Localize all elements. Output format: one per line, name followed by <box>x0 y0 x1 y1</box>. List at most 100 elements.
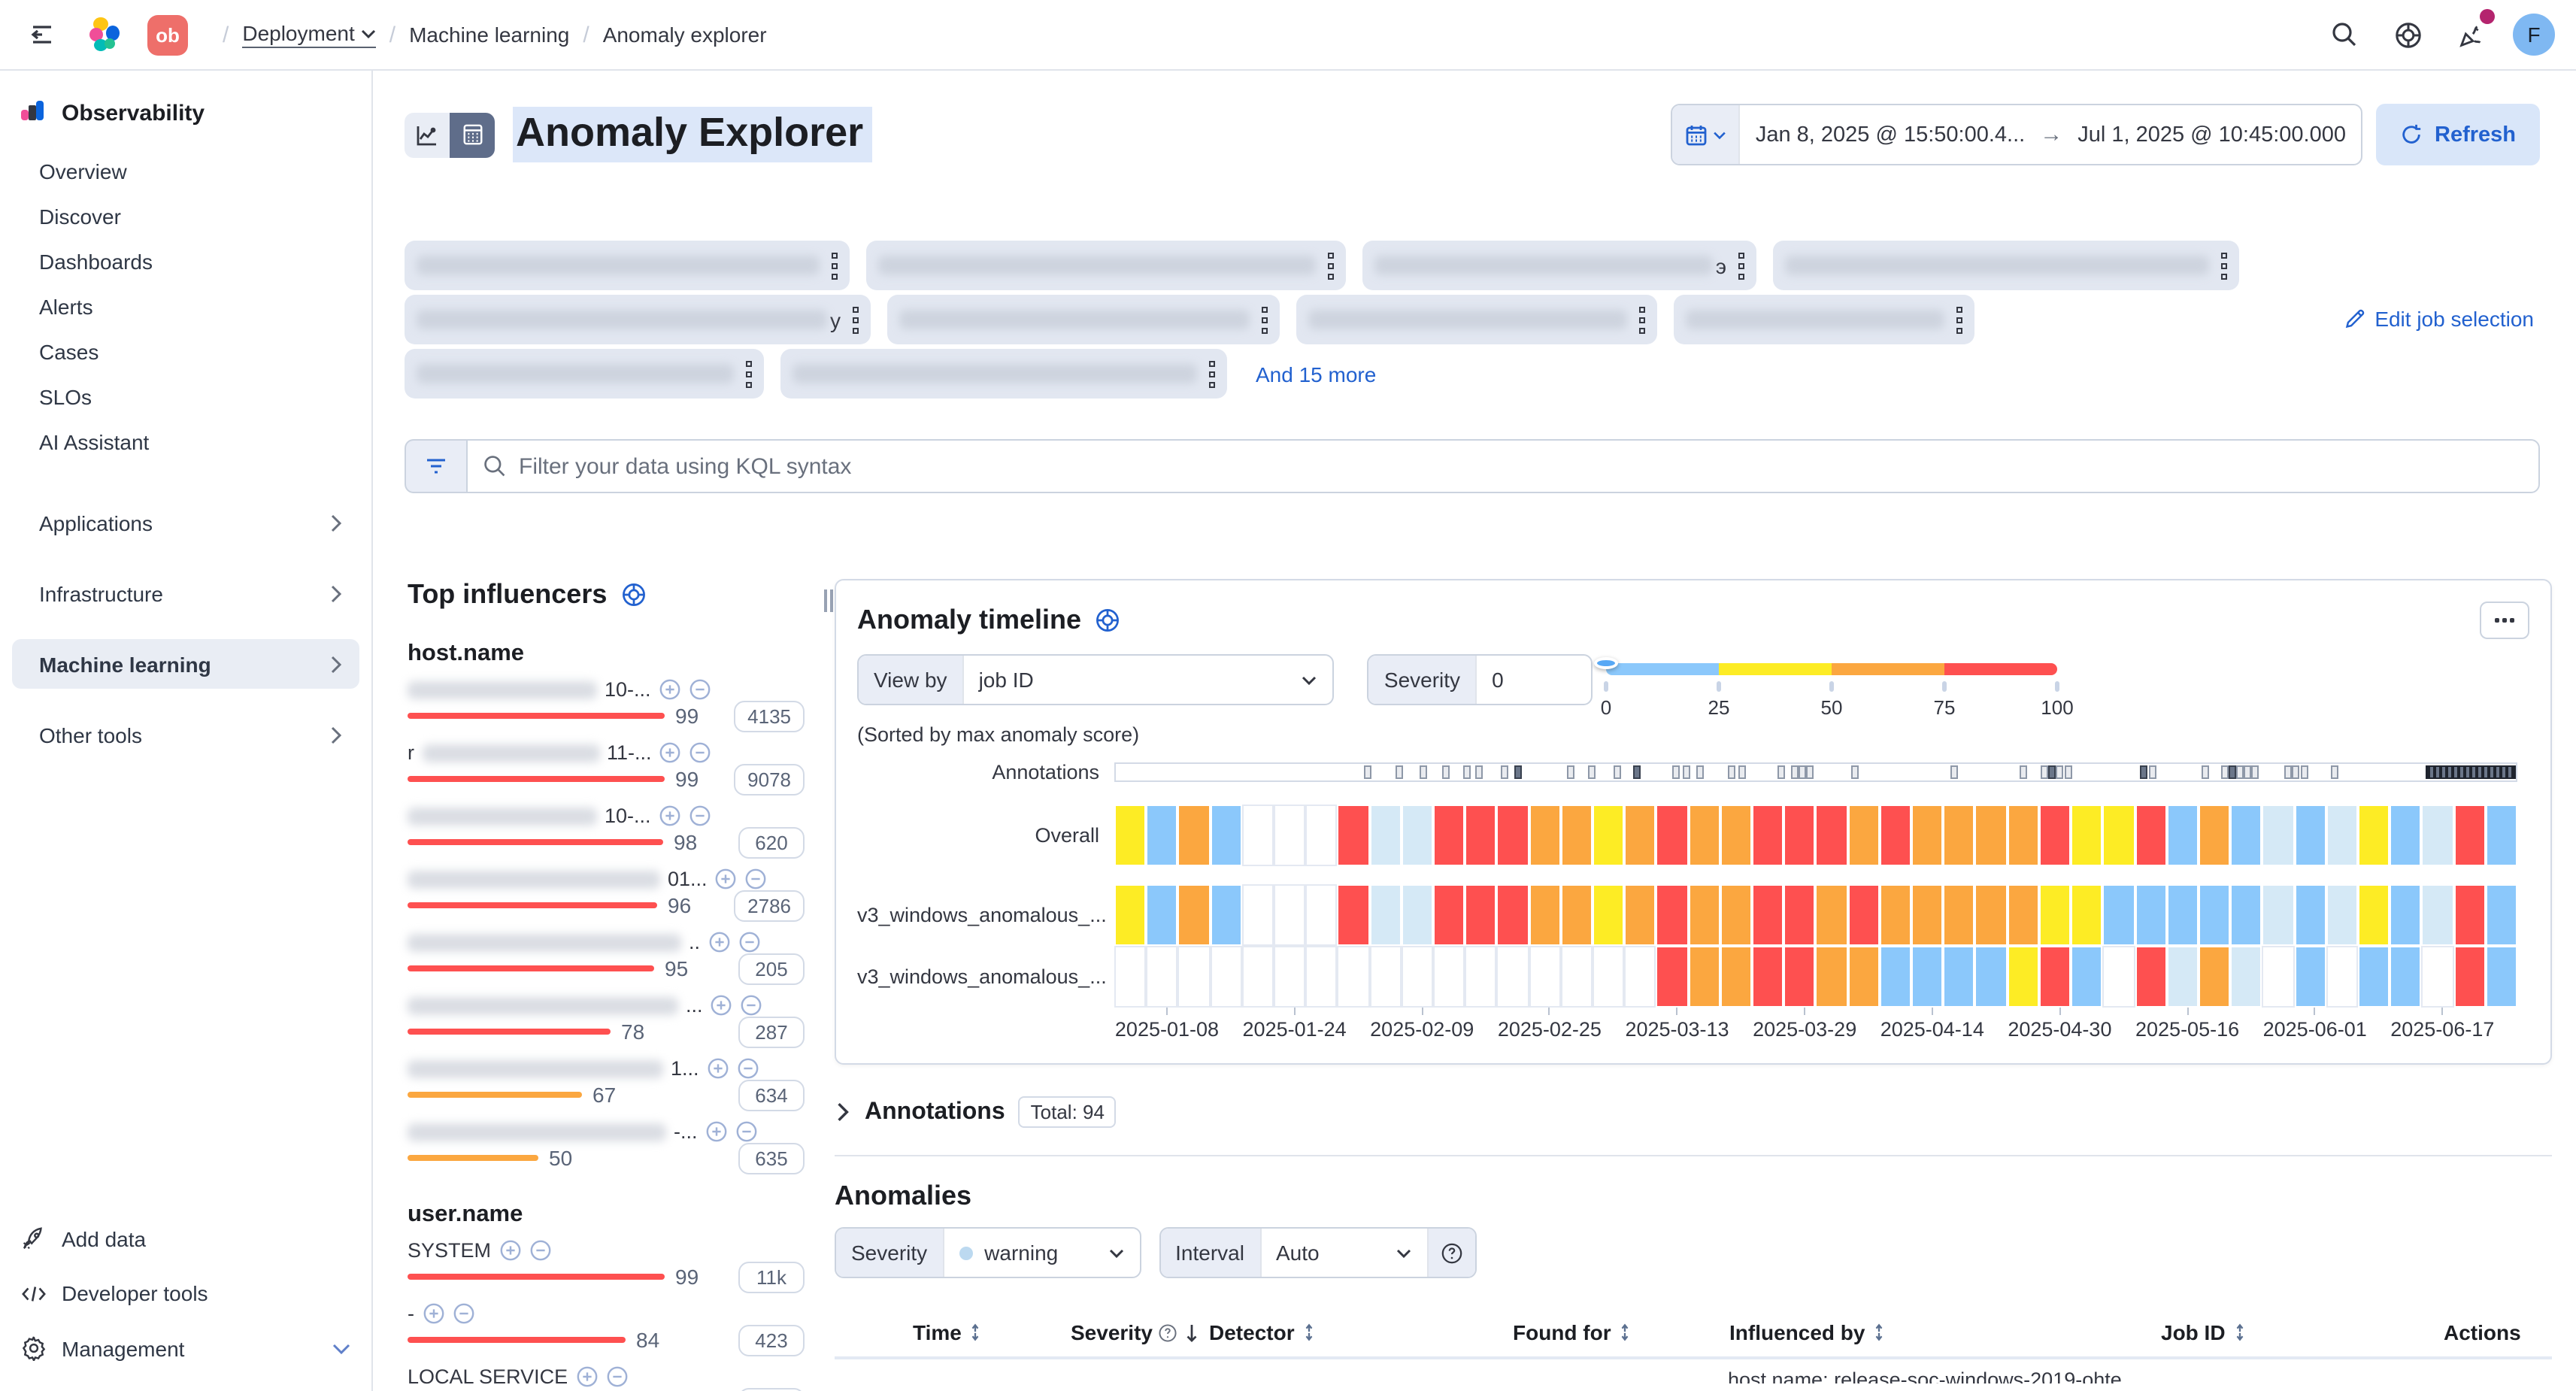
swimlane-cell[interactable] <box>1560 946 1593 1008</box>
column-header-severity[interactable]: Severity <box>1071 1320 1201 1344</box>
annotation-marker[interactable] <box>1462 765 1471 779</box>
remove-filter-icon[interactable] <box>689 805 711 827</box>
annotation-marker[interactable] <box>1850 765 1859 779</box>
sidebar-item-overview[interactable]: Overview <box>39 159 127 183</box>
swimlane-cell[interactable] <box>1337 805 1370 866</box>
swimlane-cell[interactable] <box>1720 884 1753 946</box>
annotation-marker[interactable] <box>2221 765 2229 779</box>
swimlane-cell[interactable] <box>1593 946 1625 1008</box>
swimlane-cell[interactable] <box>1943 805 1975 866</box>
column-header-found-for[interactable]: Found for <box>1513 1320 1634 1344</box>
severity-slider[interactable] <box>1594 657 2057 675</box>
column-header-job-id[interactable]: Job ID <box>2161 1320 2248 1344</box>
swimlane-cell[interactable] <box>1784 884 1816 946</box>
swimlane-cell[interactable] <box>2230 884 2262 946</box>
panel-options-button[interactable] <box>2480 602 2529 639</box>
help-icon[interactable] <box>620 582 646 608</box>
swimlane-cell[interactable] <box>1815 805 1848 866</box>
influencer-value-badge[interactable]: 423 <box>738 1324 805 1356</box>
influencer-value-badge[interactable]: 2786 <box>734 889 805 921</box>
swimlane-cell[interactable] <box>2198 805 2231 866</box>
annotation-marker[interactable] <box>2201 765 2209 779</box>
swimlane-cell[interactable] <box>2102 884 2135 946</box>
swimlane-cell[interactable] <box>1784 805 1816 866</box>
annotation-marker[interactable] <box>2139 765 2147 779</box>
swimlane-cell[interactable] <box>1879 946 1912 1008</box>
swimlane-cell[interactable] <box>1114 805 1147 866</box>
time-start[interactable]: Jan 8, 2025 @ 15:50:00.4... <box>1755 123 2026 147</box>
add-filter-icon[interactable] <box>422 1302 444 1325</box>
add-filter-icon[interactable] <box>711 994 733 1017</box>
swimlane-cell[interactable] <box>1624 805 1656 866</box>
swimlane-cell[interactable] <box>2262 946 2295 1008</box>
swimlane-cell[interactable] <box>2390 946 2422 1008</box>
swimlane-cell[interactable] <box>2166 946 2199 1008</box>
remove-filter-icon[interactable] <box>737 1057 759 1080</box>
remove-filter-icon[interactable] <box>689 741 712 764</box>
sidebar-item-developer-tools[interactable]: Developer tools <box>0 1266 371 1320</box>
collapse-nav-icon[interactable] <box>21 14 63 56</box>
annotation-marker[interactable] <box>1613 765 1620 779</box>
deployment-badge[interactable]: ob <box>147 14 188 55</box>
sidebar-item-other-tools[interactable]: Other tools <box>12 710 359 759</box>
swimlane-cell[interactable] <box>1496 884 1529 946</box>
severity-slider-handle[interactable] <box>1594 657 1618 669</box>
swimlane-cell[interactable] <box>2135 884 2167 946</box>
more-jobs-link[interactable]: And 15 more <box>1256 362 1377 386</box>
annotation-marker[interactable] <box>1396 765 1404 779</box>
add-filter-icon[interactable] <box>575 1365 598 1388</box>
swimlane-cell[interactable] <box>2038 946 2071 1008</box>
swimlane-cell[interactable] <box>2485 805 2517 866</box>
swimlane-cell[interactable] <box>1784 946 1816 1008</box>
job2-lane[interactable] <box>1114 946 2517 1008</box>
kebab-menu-icon[interactable] <box>1738 252 1744 279</box>
annotation-marker[interactable] <box>1950 765 1958 779</box>
anomalies-interval-select[interactable]: Interval Auto <box>1159 1227 1476 1278</box>
influencer-value-badge[interactable]: 635 <box>738 1142 805 1174</box>
annotation-marker[interactable] <box>1683 765 1691 779</box>
kebab-menu-icon[interactable] <box>1956 306 1962 333</box>
influencer-value-badge[interactable]: 287 <box>738 1016 805 1047</box>
add-filter-icon[interactable] <box>715 868 738 890</box>
job-selection-badge[interactable] <box>866 241 1346 290</box>
job-selection-badge[interactable]: y <box>405 295 871 344</box>
swimlane-cell[interactable] <box>1465 884 1497 946</box>
column-header-time[interactable]: Time <box>913 1320 984 1344</box>
swimlane-cell[interactable] <box>2198 946 2231 1008</box>
sidebar-item-cases[interactable]: Cases <box>39 340 99 364</box>
sort-icon[interactable] <box>968 1322 984 1343</box>
kebab-menu-icon[interactable] <box>1262 306 1268 333</box>
swimlane-cell[interactable] <box>1688 946 1720 1008</box>
influencer-value-badge[interactable]: 51 <box>738 1387 805 1391</box>
job-selection-badge[interactable] <box>1674 295 1974 344</box>
swimlane-cell[interactable] <box>1274 884 1306 946</box>
time-end[interactable]: Jul 1, 2025 @ 10:45:00.000 <box>2077 123 2346 147</box>
annotation-marker[interactable] <box>1633 765 1641 779</box>
job-selection-badge[interactable] <box>1773 241 2239 290</box>
swimlane-cell[interactable] <box>1305 884 1338 946</box>
swimlane-cell[interactable] <box>1305 946 1338 1008</box>
column-header-detector[interactable]: Detector <box>1209 1320 1317 1344</box>
job-selection-badge[interactable] <box>780 349 1227 399</box>
swimlane-cell[interactable] <box>1241 805 1274 866</box>
swimlane-cell[interactable] <box>1401 805 1434 866</box>
swimlane-cell[interactable] <box>1496 805 1529 866</box>
swimlane-cell[interactable] <box>1210 946 1242 1008</box>
influencer-value-badge[interactable]: 11k <box>738 1261 805 1293</box>
swimlane-cell[interactable] <box>1433 946 1465 1008</box>
annotation-marker[interactable] <box>2055 765 2063 779</box>
swimlane-cell[interactable] <box>1974 946 2008 1008</box>
annotation-marker[interactable] <box>1441 765 1450 779</box>
swimlane-cell[interactable] <box>1274 946 1306 1008</box>
remove-filter-icon[interactable] <box>745 868 768 890</box>
add-filter-icon[interactable] <box>659 805 681 827</box>
swimlane-cell[interactable] <box>1720 946 1753 1008</box>
annotations-band[interactable] <box>1114 762 2517 782</box>
swimlane-cell[interactable] <box>2071 884 2103 946</box>
swimlane-cell[interactable] <box>1974 884 2008 946</box>
annotation-marker[interactable] <box>2284 765 2293 779</box>
swimlane-cell[interactable] <box>1146 805 1178 866</box>
remove-filter-icon[interactable] <box>735 1120 758 1143</box>
swimlane-cell[interactable] <box>1879 884 1912 946</box>
annotation-marker[interactable] <box>1805 765 1814 779</box>
